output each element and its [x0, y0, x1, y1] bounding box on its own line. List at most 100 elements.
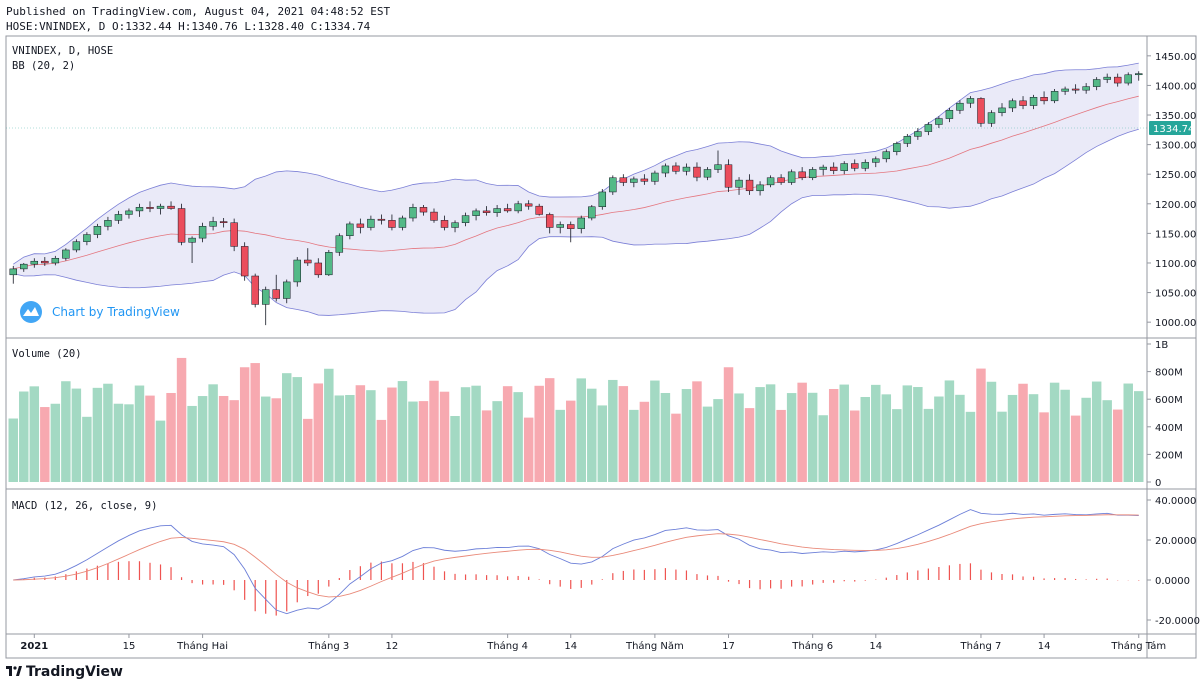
candle[interactable] [935, 116, 943, 129]
volume-bar[interactable] [797, 382, 807, 482]
price-pane[interactable]: 1450.00 1400.00 1350.00 1300.00 1250.00 1200.… [9, 52, 1197, 329]
volume-bar[interactable] [250, 363, 260, 482]
volume-bar[interactable] [618, 386, 629, 482]
volume-bar[interactable] [239, 367, 250, 482]
macd-pane[interactable]: 40.0000 20.0000 0.0000 -20.0000 [13, 496, 1200, 627]
candle[interactable] [9, 265, 17, 284]
volume-bar[interactable] [313, 383, 324, 482]
candle[interactable] [882, 149, 891, 163]
candle[interactable] [766, 175, 775, 188]
candle[interactable] [893, 141, 901, 156]
volume-bar[interactable] [218, 395, 229, 482]
tradingview-logo[interactable]: TradingView [6, 664, 123, 680]
candle[interactable] [609, 175, 617, 195]
candle[interactable] [83, 232, 91, 246]
candle[interactable] [745, 174, 754, 195]
candle[interactable] [251, 273, 259, 308]
candle[interactable] [377, 214, 386, 225]
candle[interactable] [135, 203, 144, 217]
candle[interactable] [1040, 91, 1048, 105]
volume-bar[interactable] [166, 392, 176, 482]
candle[interactable] [62, 248, 70, 261]
volume-bar[interactable] [786, 393, 797, 482]
volume-bar[interactable] [1007, 394, 1018, 482]
volume-bar[interactable] [481, 410, 492, 482]
candle[interactable] [693, 162, 701, 182]
candle[interactable] [283, 279, 291, 304]
candle[interactable] [724, 159, 733, 192]
candle[interactable] [230, 218, 238, 252]
volume-bar[interactable] [492, 401, 502, 482]
volume-bar[interactable] [366, 390, 376, 482]
volume-bar[interactable] [408, 401, 418, 482]
candle[interactable] [20, 262, 28, 272]
chart-frame[interactable]: 1450.001400.001350.001300.001250.001200.… [0, 34, 1200, 674]
candle[interactable] [188, 236, 196, 263]
volume-bar[interactable] [544, 378, 555, 482]
volume-bar[interactable] [429, 380, 439, 482]
volume-bar[interactable] [860, 396, 870, 482]
candle[interactable] [41, 257, 49, 266]
volume-bar[interactable] [418, 401, 429, 482]
volume-bar[interactable] [871, 384, 881, 482]
candle[interactable] [261, 286, 270, 326]
candle[interactable] [177, 203, 186, 246]
volume-bar[interactable] [566, 400, 576, 482]
volume-pane[interactable]: 1B 800M 600M 400M 200M 0 [8, 340, 1183, 489]
volume-bar[interactable] [1028, 394, 1039, 482]
candle[interactable] [30, 258, 39, 268]
volume-bar[interactable] [450, 416, 460, 482]
candle[interactable] [1071, 84, 1080, 94]
volume-bar[interactable] [1060, 389, 1070, 482]
candle[interactable] [1082, 83, 1090, 94]
volume-bar[interactable] [113, 403, 124, 482]
candle[interactable] [1124, 72, 1132, 86]
candle[interactable] [93, 223, 102, 239]
volume-bar[interactable] [850, 410, 860, 482]
volume-bar[interactable] [460, 387, 471, 482]
candle[interactable] [808, 167, 817, 181]
volume-bar[interactable] [439, 391, 450, 482]
volume-bar[interactable] [681, 389, 692, 482]
candle[interactable] [304, 248, 312, 266]
candle[interactable] [482, 206, 491, 216]
volume-bar[interactable] [629, 409, 639, 482]
candle[interactable] [209, 216, 217, 231]
volume-bar[interactable] [324, 368, 334, 482]
volume-bar[interactable] [723, 367, 734, 482]
tradingview-watermark[interactable]: Chart by TradingView [20, 301, 180, 323]
volume-bar[interactable] [755, 387, 765, 482]
volume-bar[interactable] [176, 357, 187, 482]
candle[interactable] [1061, 86, 1069, 95]
volume-bar[interactable] [187, 405, 197, 482]
volume-bar[interactable] [828, 388, 839, 482]
candle[interactable] [272, 274, 280, 302]
candle[interactable] [851, 159, 859, 172]
candle[interactable] [588, 204, 596, 221]
candle[interactable] [829, 162, 838, 175]
candle[interactable] [293, 257, 301, 287]
candle[interactable] [945, 107, 954, 123]
candle[interactable] [493, 204, 501, 217]
volume-bar[interactable] [19, 391, 29, 482]
volume-bar[interactable] [1123, 383, 1133, 482]
volume-bar[interactable] [587, 388, 597, 482]
candle[interactable] [104, 216, 112, 231]
candle[interactable] [1019, 96, 1027, 110]
volume-bar[interactable] [208, 384, 218, 482]
candle[interactable] [651, 170, 659, 185]
candle[interactable] [577, 215, 585, 234]
volume-bar[interactable] [902, 385, 913, 482]
candle[interactable] [535, 203, 543, 216]
candle[interactable] [735, 177, 743, 195]
candle[interactable] [472, 208, 480, 221]
candle[interactable] [661, 163, 670, 178]
volume-bar[interactable] [345, 394, 355, 482]
candle[interactable] [1029, 94, 1038, 110]
candle[interactable] [114, 210, 123, 224]
volume-bar[interactable] [29, 386, 40, 482]
candle[interactable] [198, 222, 207, 243]
candle[interactable] [598, 189, 607, 210]
candle[interactable] [545, 212, 554, 234]
volume-bar[interactable] [1081, 397, 1091, 482]
